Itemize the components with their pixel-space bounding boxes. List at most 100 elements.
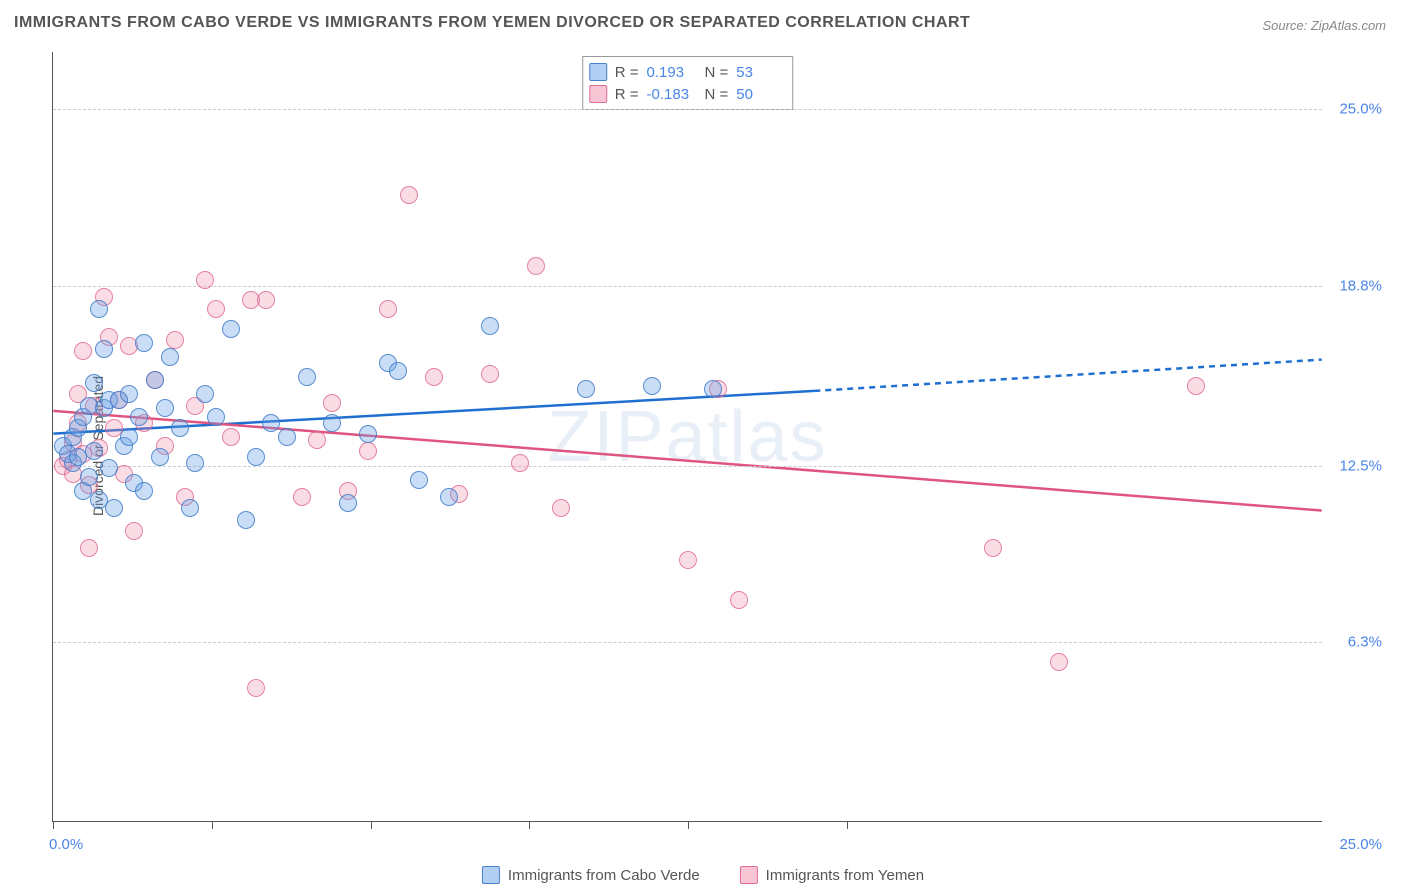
scatter-point	[359, 425, 377, 443]
scatter-point	[308, 431, 326, 449]
scatter-point	[643, 377, 661, 395]
gridline	[53, 466, 1322, 467]
scatter-point	[511, 454, 529, 472]
x-tick	[529, 821, 530, 829]
scatter-point	[400, 186, 418, 204]
scatter-point	[440, 488, 458, 506]
scatter-point	[481, 317, 499, 335]
chart-title: IMMIGRANTS FROM CABO VERDE VS IMMIGRANTS…	[14, 14, 970, 32]
scatter-point	[125, 522, 143, 540]
scatter-point	[379, 300, 397, 318]
x-tick	[688, 821, 689, 829]
scatter-point	[90, 300, 108, 318]
scatter-point	[323, 414, 341, 432]
scatter-point	[237, 511, 255, 529]
legend-item-pink: Immigrants from Yemen	[740, 866, 924, 884]
y-tick-label: 25.0%	[1339, 101, 1382, 118]
legend-label-pink: Immigrants from Yemen	[766, 867, 924, 884]
gridline	[53, 109, 1322, 110]
chart-container: IMMIGRANTS FROM CABO VERDE VS IMMIGRANTS…	[0, 0, 1406, 892]
scatter-point	[730, 591, 748, 609]
scatter-point	[262, 414, 280, 432]
stats-n-pink: 50	[736, 86, 786, 103]
scatter-point	[481, 365, 499, 383]
x-tick	[53, 821, 54, 829]
stats-n-label: N =	[705, 86, 729, 103]
scatter-point	[1050, 653, 1068, 671]
scatter-point	[105, 499, 123, 517]
swatch-blue-icon	[589, 63, 607, 81]
x-max-label: 25.0%	[1339, 836, 1382, 853]
scatter-point	[704, 380, 722, 398]
scatter-point	[278, 428, 296, 446]
x-origin-label: 0.0%	[49, 836, 83, 853]
scatter-point	[247, 679, 265, 697]
scatter-point	[74, 342, 92, 360]
stats-legend: R = 0.193 N = 53 R = -0.183 N = 50	[582, 56, 794, 110]
stats-n-blue: 53	[736, 64, 786, 81]
scatter-point	[80, 539, 98, 557]
scatter-point	[410, 471, 428, 489]
scatter-point	[389, 362, 407, 380]
source-label: Source: ZipAtlas.com	[1262, 18, 1386, 33]
scatter-point	[85, 374, 103, 392]
stats-r-blue: 0.193	[647, 64, 697, 81]
x-tick	[371, 821, 372, 829]
scatter-point	[222, 428, 240, 446]
scatter-point	[151, 448, 169, 466]
scatter-point	[984, 539, 1002, 557]
scatter-point	[577, 380, 595, 398]
legend-label-blue: Immigrants from Cabo Verde	[508, 867, 700, 884]
scatter-point	[323, 394, 341, 412]
scatter-point	[186, 454, 204, 472]
scatter-point	[146, 371, 164, 389]
scatter-point	[80, 468, 98, 486]
plot-area: ZIPatlas R = 0.193 N = 53 R = -0.183 N =…	[52, 52, 1322, 822]
stats-n-label: N =	[705, 64, 729, 81]
gridline	[53, 642, 1322, 643]
scatter-point	[166, 331, 184, 349]
scatter-point	[196, 271, 214, 289]
swatch-blue-icon	[482, 866, 500, 884]
scatter-point	[257, 291, 275, 309]
scatter-point	[207, 300, 225, 318]
scatter-point	[359, 442, 377, 460]
scatter-point	[1187, 377, 1205, 395]
stats-r-label: R =	[615, 86, 639, 103]
scatter-point	[552, 499, 570, 517]
scatter-point	[100, 459, 118, 477]
swatch-pink-icon	[589, 85, 607, 103]
scatter-point	[425, 368, 443, 386]
trend-lines	[53, 52, 1322, 821]
scatter-point	[120, 385, 138, 403]
y-tick-label: 12.5%	[1339, 457, 1382, 474]
series-legend: Immigrants from Cabo Verde Immigrants fr…	[482, 866, 924, 884]
scatter-point	[171, 419, 189, 437]
scatter-point	[527, 257, 545, 275]
x-tick	[847, 821, 848, 829]
scatter-point	[181, 499, 199, 517]
scatter-point	[156, 399, 174, 417]
legend-item-blue: Immigrants from Cabo Verde	[482, 866, 700, 884]
scatter-point	[222, 320, 240, 338]
stats-row-pink: R = -0.183 N = 50	[589, 83, 787, 105]
stats-row-blue: R = 0.193 N = 53	[589, 61, 787, 83]
scatter-point	[120, 428, 138, 446]
y-tick-label: 18.8%	[1339, 277, 1382, 294]
scatter-point	[293, 488, 311, 506]
scatter-point	[135, 482, 153, 500]
scatter-point	[85, 442, 103, 460]
scatter-point	[247, 448, 265, 466]
swatch-pink-icon	[740, 866, 758, 884]
gridline	[53, 286, 1322, 287]
scatter-point	[130, 408, 148, 426]
scatter-point	[95, 340, 113, 358]
scatter-point	[298, 368, 316, 386]
scatter-point	[196, 385, 214, 403]
scatter-point	[161, 348, 179, 366]
scatter-point	[135, 334, 153, 352]
x-tick	[212, 821, 213, 829]
y-tick-label: 6.3%	[1348, 634, 1382, 651]
scatter-point	[339, 494, 357, 512]
scatter-point	[679, 551, 697, 569]
